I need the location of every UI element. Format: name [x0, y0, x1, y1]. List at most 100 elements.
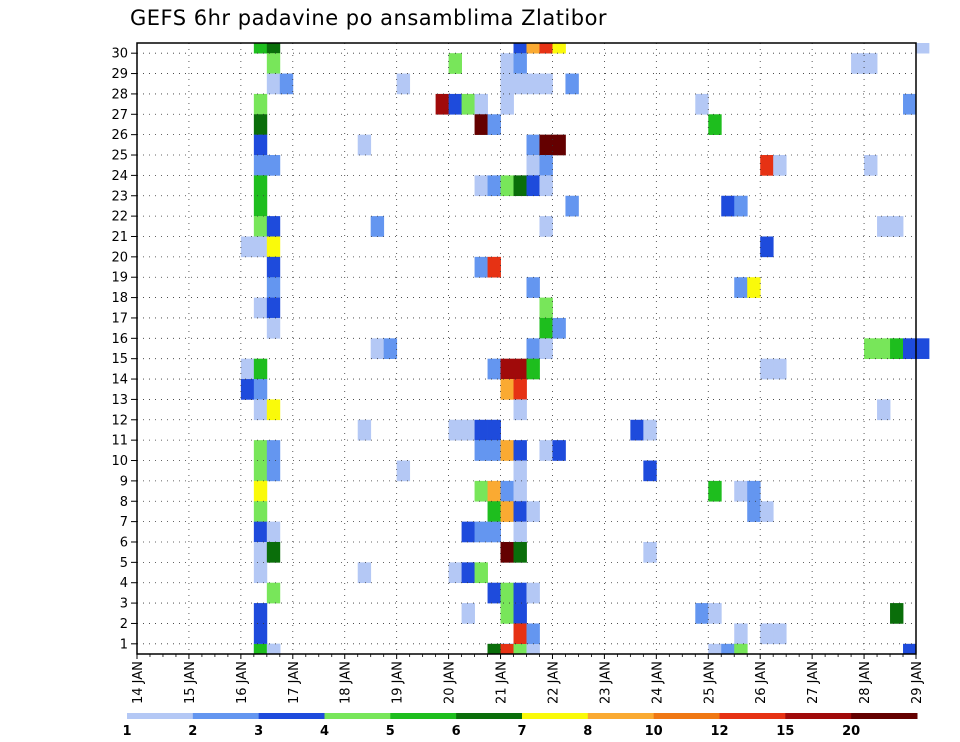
x-tick-label: 22 JAN	[546, 661, 561, 704]
heatmap-cell	[500, 175, 514, 197]
heatmap-cell	[526, 501, 540, 522]
legend-swatch	[851, 713, 918, 719]
heatmap-cell	[474, 480, 488, 502]
heatmap-cell	[500, 379, 514, 400]
heatmap-cell	[266, 440, 281, 461]
heatmap-cell	[916, 338, 930, 359]
heatmap-cell	[461, 562, 475, 584]
heatmap-cell	[864, 53, 878, 74]
legend-label: 3	[254, 724, 263, 739]
heatmap-cell	[487, 358, 501, 380]
heatmap-cell	[513, 623, 527, 645]
heatmap-cell	[474, 175, 488, 197]
heatmap-cell	[500, 358, 514, 380]
heatmap-cell	[253, 297, 268, 319]
heatmap-cell	[461, 419, 475, 441]
heatmap-cell	[513, 582, 527, 604]
heatmap-cell	[552, 317, 566, 339]
heatmap-cell	[903, 643, 917, 655]
heatmap-cell	[500, 53, 514, 74]
heatmap-cell	[747, 501, 761, 522]
heatmap-cell	[539, 175, 553, 197]
heatmap-cell	[760, 623, 774, 645]
heatmap-cell	[539, 43, 553, 54]
heatmap-cell	[500, 603, 514, 624]
heatmap-cell	[396, 460, 411, 482]
heatmap-cell	[474, 256, 488, 278]
heatmap-cell	[266, 521, 281, 543]
heatmap-cell	[487, 419, 501, 441]
heatmap-cell	[513, 379, 527, 400]
y-tick-label: 22	[111, 210, 128, 225]
x-tick-label: 20 JAN	[443, 661, 458, 704]
y-tick-label: 26	[111, 128, 128, 143]
x-tick-label: 24 JAN	[650, 661, 665, 704]
heatmap-cell	[253, 521, 268, 543]
heatmap-cell	[253, 358, 268, 380]
heatmap-cell	[734, 195, 748, 217]
heatmap-cell	[760, 236, 774, 258]
y-tick-label: 24	[111, 169, 128, 184]
legend-swatch	[258, 713, 325, 719]
heatmap-cell	[513, 73, 527, 95]
y-tick-label: 29	[111, 67, 128, 82]
x-tick-label: 16 JAN	[235, 661, 250, 704]
heatmap-cell	[695, 603, 709, 624]
heatmap-cell	[487, 175, 501, 197]
y-tick-label: 28	[111, 87, 128, 102]
legend-swatch	[324, 713, 391, 719]
legend-label: 10	[645, 724, 663, 739]
heatmap-cell	[734, 623, 748, 645]
heatmap-cell	[513, 440, 527, 461]
heatmap-cell	[487, 256, 501, 278]
heatmap-cell	[487, 501, 501, 522]
y-tick-label: 9	[120, 474, 128, 489]
heatmap-cell	[266, 53, 281, 74]
heatmap-cell	[487, 114, 501, 135]
heatmap-cell	[513, 460, 527, 482]
y-tick-label: 4	[120, 576, 128, 591]
x-tick-label: 17 JAN	[287, 661, 302, 704]
heatmap-cell	[539, 338, 553, 359]
heatmap-cell	[253, 562, 268, 584]
heatmap-cell	[890, 603, 904, 624]
y-tick-label: 14	[111, 373, 128, 388]
heatmap-cell	[253, 236, 268, 258]
y-tick-label: 20	[111, 250, 128, 265]
heatmap-cell	[357, 134, 372, 156]
legend-swatch	[192, 713, 260, 719]
heatmap-cell	[747, 480, 761, 502]
heatmap-cell	[539, 440, 553, 461]
heatmap-cell	[877, 399, 891, 421]
heatmap-cell	[734, 643, 748, 655]
heatmap-cell	[539, 317, 553, 339]
y-tick-label: 19	[111, 271, 128, 286]
heatmap-cell	[253, 175, 268, 197]
heatmap-cell	[370, 216, 385, 237]
heatmap-cell	[903, 93, 917, 115]
heatmap-cell	[474, 93, 488, 115]
heatmap-cell	[526, 73, 540, 95]
x-tick-label: 28 JAN	[858, 661, 873, 704]
y-tick-label: 10	[111, 454, 128, 469]
heatmap-cell	[266, 277, 281, 298]
heatmap-cell	[513, 644, 527, 655]
heatmap-cell	[513, 541, 527, 563]
legend-label: 5	[386, 724, 395, 739]
chart-title: GEFS 6hr padavine po ansamblima Zlatibor	[130, 6, 608, 30]
heatmap-cell	[630, 419, 644, 441]
heatmap-cell	[539, 216, 553, 237]
heatmap-cell	[448, 562, 462, 584]
legend-label: 20	[842, 724, 860, 739]
heatmap-cell	[500, 440, 514, 461]
heatmap-cell	[266, 256, 281, 278]
heatmap-cell	[708, 114, 722, 135]
heatmap-cell	[435, 93, 449, 115]
heatmap-cell	[513, 480, 527, 502]
heatmap-cell	[266, 317, 281, 339]
heatmap-cell	[708, 643, 722, 655]
legend-swatch	[390, 713, 457, 719]
heatmap-cell	[500, 644, 514, 655]
heatmap-cell	[539, 134, 553, 156]
